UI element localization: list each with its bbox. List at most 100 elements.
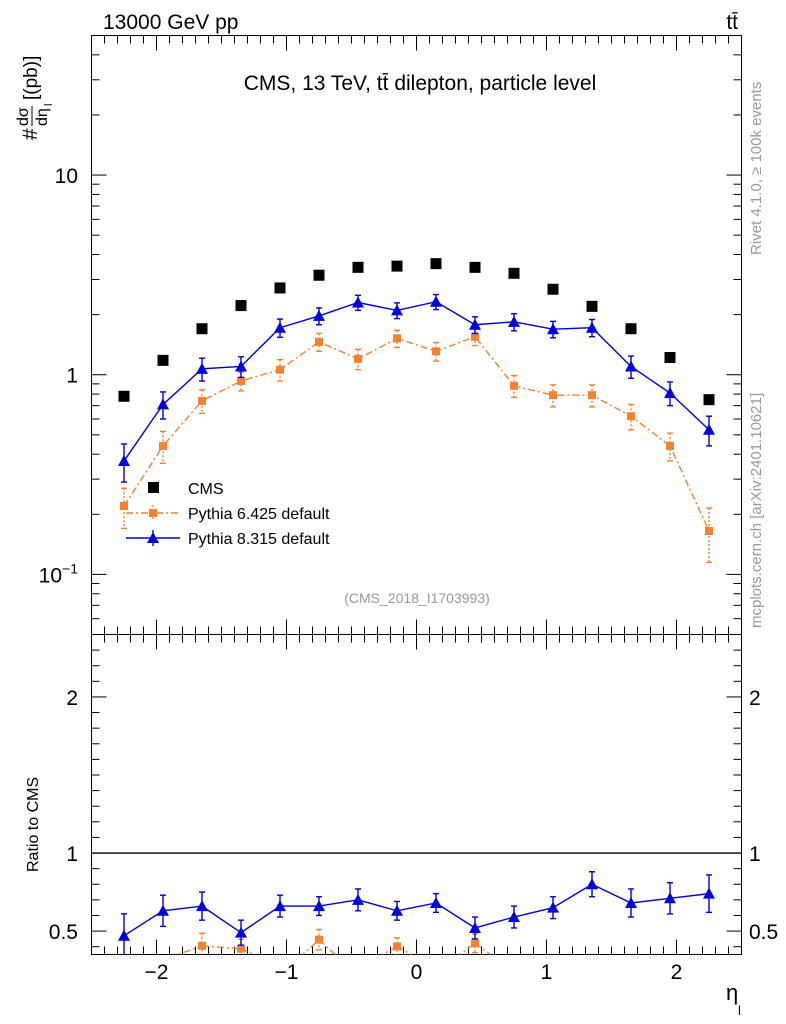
pythia6-point xyxy=(627,412,635,421)
cms-data-point xyxy=(508,267,520,279)
cms-data-point xyxy=(664,351,676,363)
pythia6-point xyxy=(588,391,596,400)
pythia8-point xyxy=(391,304,403,316)
pythia8-point xyxy=(547,323,559,335)
main-y-tick-label: 10 xyxy=(55,165,78,188)
ratio-series-layer xyxy=(118,871,715,955)
pythia6-point xyxy=(198,396,206,405)
ratio-pythia8-point xyxy=(391,904,403,916)
pythia6-point xyxy=(549,391,557,400)
pythia6-series-line xyxy=(123,335,710,532)
pythia8-point xyxy=(469,318,481,330)
cms-data-point xyxy=(352,261,364,273)
cms-data-point xyxy=(196,323,208,335)
cms-data-point xyxy=(547,283,559,295)
legend-marker-pythia8 xyxy=(147,532,159,543)
ratio-x-tick-label: 2 xyxy=(671,961,683,984)
pythia8-point xyxy=(430,295,442,307)
main-y-tick-label: 10−1 xyxy=(39,560,79,587)
ratio-pythia6-line xyxy=(240,948,256,955)
cms-data-point xyxy=(586,300,598,312)
ratio-pythia8-point xyxy=(157,904,169,916)
ratio-pythia8-point xyxy=(118,929,130,941)
ratio-pythia8-point xyxy=(664,892,676,904)
ratio-pythia8-point xyxy=(313,900,325,912)
ratio-pythia8-point xyxy=(352,893,364,905)
pythia6-point xyxy=(432,347,440,356)
ratio-pythia8-point xyxy=(469,921,481,933)
ratio-pythia6-line xyxy=(318,939,337,955)
pythia6-point xyxy=(237,377,245,386)
ratio-pythia6-line xyxy=(176,945,203,955)
cms-data-point xyxy=(235,300,247,312)
ratio-y-tick-label-left: 1 xyxy=(66,843,78,866)
x-axis-label: η xyxy=(726,980,738,1005)
rivet-label: Rivet 4.1.0, ≥ 100k events xyxy=(748,82,765,255)
ratio-pythia8-point xyxy=(235,926,247,938)
cms-data-point xyxy=(469,261,481,273)
y-label-subscript: l xyxy=(43,104,55,106)
ratio-y-tick-label-right: 1 xyxy=(749,843,761,866)
ratio-x-tick-label: −1 xyxy=(275,961,299,984)
pythia6-point xyxy=(354,354,362,363)
ratio-pythia8-point xyxy=(547,901,559,913)
ratio-y-tick-label-right: 0.5 xyxy=(749,921,778,944)
legend-label-pythia6: Pythia 6.425 default xyxy=(188,506,330,523)
pythia8-point xyxy=(157,398,169,410)
ratio-pythia8-point xyxy=(274,900,286,912)
y-label-prefix: # xyxy=(19,128,42,140)
legend-marker-cms xyxy=(148,482,159,493)
chart-title: CMS, 13 TeV, tt̄ dilepton, particle leve… xyxy=(244,72,597,95)
pythia8-point xyxy=(274,321,286,333)
pythia6-point xyxy=(159,441,167,450)
pythia8-point xyxy=(313,309,325,321)
ratio-x-tick-label: −2 xyxy=(145,961,169,984)
pythia6-point xyxy=(471,332,479,341)
ratio-y-axis-label: Ratio to CMS xyxy=(25,777,42,872)
ratio-pythia8-point xyxy=(430,896,442,908)
ratio-pythia6-line xyxy=(474,942,492,955)
pythia8-series-line xyxy=(123,301,710,462)
pythia8-point xyxy=(352,296,364,308)
ratio-clipped-group xyxy=(118,871,715,955)
cms-data-point xyxy=(391,260,403,272)
ratio-pythia8-point xyxy=(196,900,208,912)
main-series-layer xyxy=(118,258,715,563)
pythia6-point xyxy=(666,441,674,450)
pythia8-point xyxy=(664,387,676,399)
y-label-denominator: dη xyxy=(34,108,51,126)
pythia6-point xyxy=(120,502,128,511)
cms-data-point xyxy=(274,282,286,294)
cms-data-point xyxy=(157,354,169,366)
main-y-axis-label: # dσ dη l [(pb)] xyxy=(15,56,55,140)
legend-label-pythia8: Pythia 8.315 default xyxy=(188,531,330,548)
pythia8-point xyxy=(703,423,715,435)
legend-marker-pythia6 xyxy=(149,509,157,517)
legend-label-cms: CMS xyxy=(188,481,224,498)
pythia6-point xyxy=(315,337,323,346)
ratio-y-tick-label-left: 2 xyxy=(66,687,78,710)
pythia8-point xyxy=(196,362,208,374)
analysis-tag: (CMS_2018_I1703993) xyxy=(344,590,490,606)
pythia6-point xyxy=(510,381,518,390)
ratio-pythia8-line xyxy=(123,883,710,937)
energy-label: 13000 GeV pp xyxy=(103,11,238,34)
pythia8-point xyxy=(508,315,520,327)
ratio-y-tick-label-left: 0.5 xyxy=(49,921,78,944)
cms-data-point xyxy=(625,323,637,335)
pythia6-point xyxy=(393,334,401,343)
ratio-pythia8-point xyxy=(703,887,715,899)
cms-data-point xyxy=(118,390,130,402)
ratio-pythia6-line xyxy=(458,942,476,955)
cms-data-point xyxy=(703,394,715,406)
process-label: tt̄ xyxy=(726,11,738,34)
ratio-pythia6-line xyxy=(381,945,398,955)
source-label: mcplots.cern.ch [arXiv:2401.10621] xyxy=(748,393,765,628)
ratio-pythia6-line xyxy=(201,945,242,950)
pythia8-point xyxy=(586,321,598,333)
pythia8-point xyxy=(235,360,247,372)
pythia6-point xyxy=(276,365,284,374)
y-label-numerator: dσ xyxy=(15,107,32,126)
ratio-pythia6-line xyxy=(396,945,413,955)
